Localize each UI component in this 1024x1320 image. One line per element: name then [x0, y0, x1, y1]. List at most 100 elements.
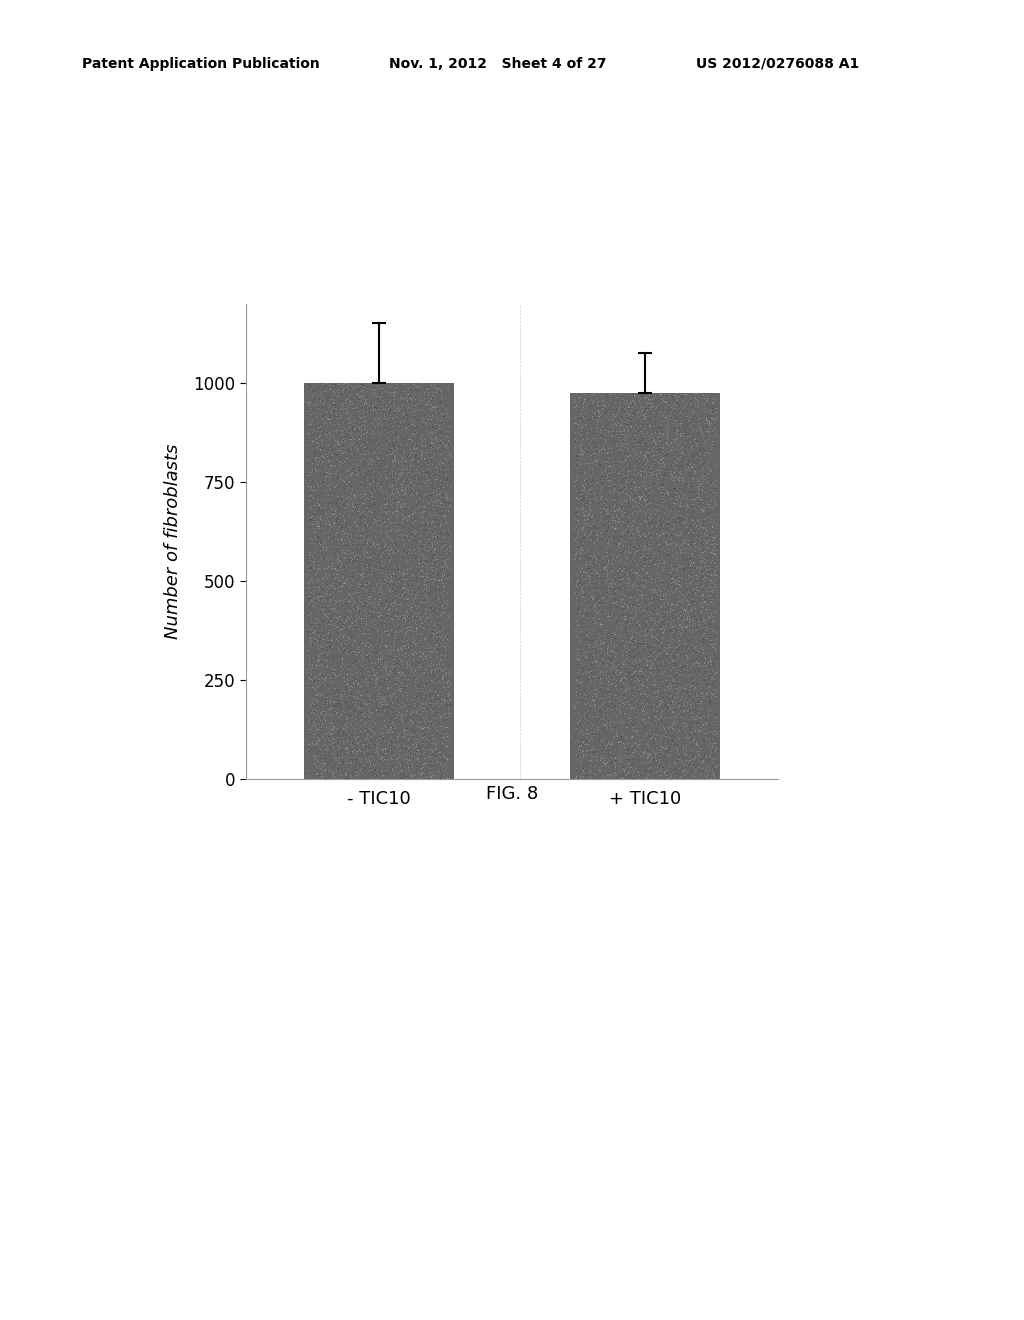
Point	[435, 689, 452, 710]
Point	[626, 660, 642, 681]
Point	[361, 434, 378, 455]
Point	[622, 487, 638, 508]
Point	[323, 400, 339, 421]
Point	[431, 685, 447, 706]
Point	[329, 424, 345, 445]
Point	[612, 414, 629, 436]
Point	[310, 528, 327, 549]
Point	[604, 403, 621, 424]
Point	[369, 682, 385, 704]
Point	[584, 750, 600, 771]
Point	[348, 463, 365, 484]
Point	[649, 742, 666, 763]
Point	[634, 387, 650, 408]
Point	[578, 395, 594, 416]
Point	[319, 630, 336, 651]
Point	[419, 488, 435, 510]
Point	[585, 742, 601, 763]
Point	[679, 590, 695, 611]
Point	[424, 388, 440, 409]
Point	[607, 401, 624, 422]
Point	[332, 634, 348, 655]
Point	[423, 739, 439, 760]
Point	[686, 572, 702, 593]
Point	[655, 536, 672, 557]
Point	[570, 400, 587, 421]
Point	[627, 532, 643, 553]
Point	[596, 536, 612, 557]
Point	[312, 385, 329, 407]
Point	[336, 743, 352, 764]
Point	[615, 756, 632, 777]
Point	[303, 598, 319, 619]
Point	[610, 731, 627, 752]
Point	[322, 436, 338, 457]
Point	[373, 453, 389, 474]
Point	[590, 763, 606, 784]
Point	[423, 681, 439, 702]
Point	[668, 426, 684, 447]
Point	[364, 651, 380, 672]
Point	[643, 649, 659, 671]
Point	[622, 603, 638, 624]
Point	[353, 734, 370, 755]
Point	[648, 725, 665, 746]
Point	[584, 652, 600, 673]
Point	[612, 715, 629, 737]
Point	[687, 487, 703, 508]
Point	[584, 578, 600, 599]
Point	[634, 569, 650, 590]
Point	[620, 461, 636, 482]
Point	[328, 631, 344, 652]
Point	[678, 626, 694, 647]
Point	[383, 486, 399, 507]
Point	[607, 615, 624, 636]
Point	[355, 545, 372, 566]
Point	[601, 672, 617, 693]
Point	[570, 503, 587, 524]
Point	[679, 504, 695, 525]
Point	[357, 389, 374, 411]
Point	[705, 651, 721, 672]
Point	[380, 594, 396, 615]
Point	[603, 461, 620, 482]
Point	[648, 524, 665, 545]
Point	[571, 734, 588, 755]
Point	[655, 615, 672, 636]
Point	[612, 751, 629, 772]
Point	[386, 527, 402, 548]
Point	[596, 593, 612, 614]
Point	[585, 529, 601, 550]
Point	[323, 700, 339, 721]
Point	[410, 385, 426, 407]
Point	[686, 602, 702, 623]
Point	[352, 741, 369, 762]
Point	[334, 533, 350, 554]
Point	[310, 672, 327, 693]
Point	[674, 680, 690, 701]
Point	[314, 393, 331, 414]
Point	[587, 416, 603, 437]
Point	[583, 743, 599, 764]
Point	[315, 628, 332, 649]
Point	[568, 682, 585, 704]
Point	[697, 668, 714, 689]
Point	[692, 609, 709, 630]
Point	[403, 660, 420, 681]
Point	[691, 653, 708, 675]
Point	[430, 731, 446, 752]
Point	[357, 539, 374, 560]
Point	[408, 631, 424, 652]
Point	[632, 383, 648, 404]
Point	[348, 541, 365, 562]
Point	[439, 524, 456, 545]
Point	[596, 495, 612, 516]
Point	[421, 763, 437, 784]
Point	[693, 525, 710, 546]
Point	[601, 533, 617, 554]
Point	[306, 576, 323, 597]
Point	[577, 507, 593, 528]
Point	[400, 635, 417, 656]
Point	[403, 585, 420, 606]
Point	[688, 733, 705, 754]
